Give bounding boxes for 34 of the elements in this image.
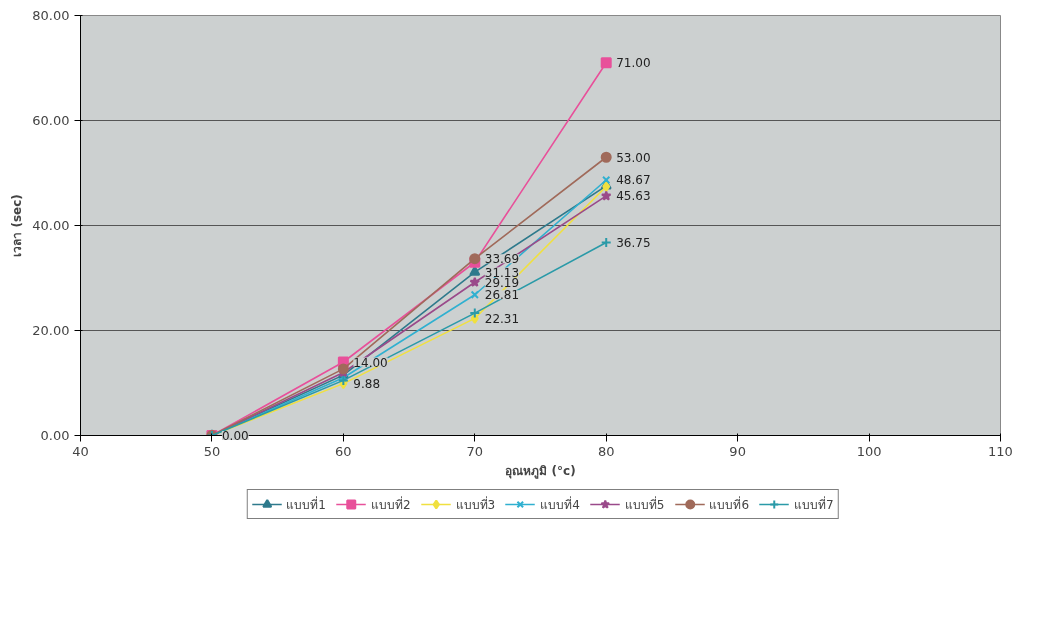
data-label: 9.88: [353, 377, 381, 392]
data-label: 48.67: [616, 173, 651, 188]
data-label: 36.75: [616, 236, 651, 251]
x-tick-label: 60: [335, 443, 352, 459]
data-label: 0.00: [221, 429, 249, 443]
x-tick-label: 90: [729, 443, 746, 459]
data-label: 29.19: [484, 275, 520, 290]
legend-label: แบบที่5: [624, 495, 665, 514]
legend-label: แบบที่4: [540, 495, 580, 514]
x-tick-label: 110: [988, 443, 1013, 459]
data-label: 53.00: [616, 150, 651, 165]
data-label: 71.00: [616, 56, 651, 71]
data-label: 26.81: [484, 288, 520, 303]
legend-label: แบบที่2: [370, 495, 411, 514]
y-tick-label: 60.00: [32, 113, 70, 128]
data-label: 33.69: [484, 252, 520, 267]
x-tick-label: 100: [856, 443, 882, 459]
x-tick-label: 50: [203, 443, 221, 459]
y-tick-label: 40.00: [32, 218, 70, 233]
x-tick-label: 70: [466, 443, 484, 459]
x-tick-label: 40: [72, 443, 89, 459]
legend-label: แบบที่1: [286, 495, 326, 514]
x-axis-title: อุณหภูมิ (°c): [505, 463, 576, 479]
data-label: 22.31: [484, 311, 520, 326]
y-tick-label: 80.00: [32, 8, 70, 23]
data-label: 45.63: [616, 189, 651, 204]
x-tick-label: 80: [597, 443, 615, 459]
legend-label: แบบที่7: [794, 495, 834, 514]
y-axis-title: เวลา (sec): [10, 194, 25, 257]
legend-label: แบบที่6: [709, 495, 750, 514]
y-tick-label: 0.00: [40, 428, 70, 443]
legend-label: แบบที่3: [455, 495, 496, 514]
y-tick-label: 20.00: [32, 323, 70, 338]
data-label: 14.00: [353, 355, 388, 370]
